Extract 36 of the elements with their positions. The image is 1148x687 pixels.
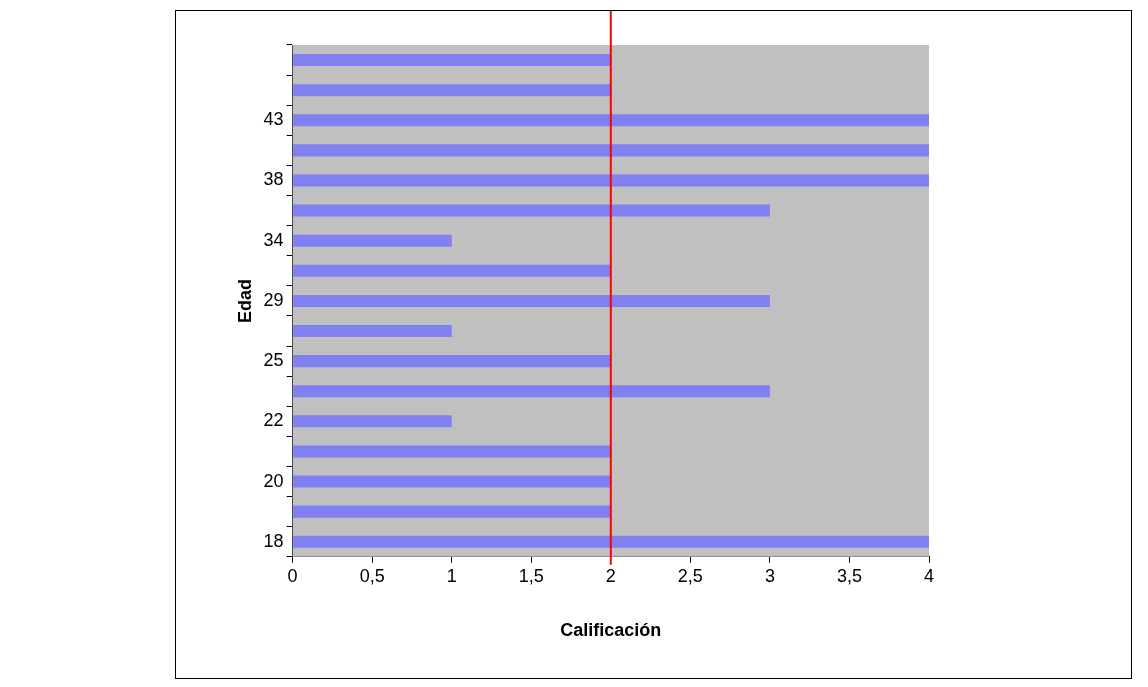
bar — [293, 505, 611, 518]
bar — [293, 84, 611, 97]
bar — [293, 385, 770, 398]
bar — [293, 445, 611, 458]
bar — [293, 294, 770, 307]
x-tick-label: 4 — [923, 565, 935, 586]
y-tick-label: 34 — [263, 229, 284, 250]
bar — [293, 264, 611, 277]
bar — [293, 174, 929, 187]
y-tick-label: 18 — [263, 530, 284, 551]
x-tick-label: 3 — [764, 565, 775, 586]
bar — [293, 234, 452, 247]
bar — [293, 324, 452, 338]
y-tick-label: 43 — [263, 109, 284, 130]
x-tick-label: 1,5 — [518, 565, 544, 586]
y-tick-label: 22 — [263, 410, 284, 431]
bar — [293, 475, 611, 488]
bar — [293, 355, 611, 368]
bar — [293, 204, 770, 217]
bar — [293, 535, 929, 548]
y-tick-label: 20 — [263, 470, 284, 491]
y-tick-label: 38 — [263, 169, 284, 190]
y-tick-label: 29 — [263, 289, 284, 310]
x-tick-label: 2 — [605, 565, 616, 586]
x-tick-label: 3,5 — [836, 565, 862, 586]
x-tick-label: 0,5 — [359, 565, 385, 586]
bar — [293, 114, 929, 127]
x-tick-label: 0 — [287, 565, 298, 586]
x-axis-title: Calificación — [560, 620, 662, 641]
x-tick-label: 2,5 — [677, 565, 703, 586]
bar — [293, 144, 929, 157]
y-axis-title: Edad — [234, 278, 255, 323]
x-tick-label: 1 — [446, 565, 457, 586]
y-tick-label: 25 — [263, 350, 284, 371]
bar — [293, 54, 611, 67]
bar — [293, 415, 452, 428]
